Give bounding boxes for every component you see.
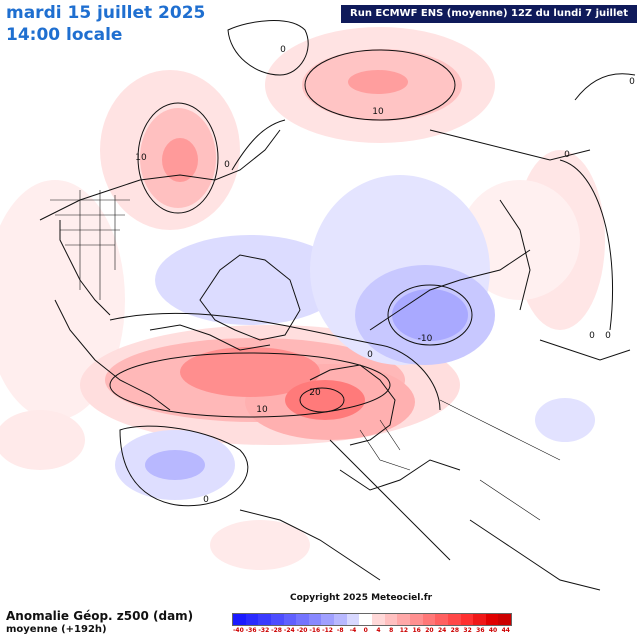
contour-label: 0 bbox=[367, 350, 373, 360]
legend-swatch bbox=[321, 614, 335, 625]
legend-tick-label: -36 bbox=[245, 627, 257, 634]
contour-label: -10 bbox=[418, 334, 433, 344]
contour-label: 0 bbox=[564, 150, 570, 160]
contour-label: 0 bbox=[280, 45, 286, 55]
legend-swatch bbox=[270, 614, 284, 625]
legend-tick-label: -24 bbox=[283, 627, 295, 634]
color-legend: -40 -36 -32 -28 -24 -20 -16 -12 -8 -4 0 4 8 12 16 20 24 2… bbox=[232, 613, 512, 639]
contour-lines bbox=[109, 20, 636, 507]
contour-label: 0 bbox=[605, 331, 611, 341]
legend-swatch bbox=[397, 614, 410, 625]
legend-tick-label: 20 bbox=[425, 627, 434, 634]
legend-swatch bbox=[308, 614, 322, 625]
contour-label: 0 bbox=[203, 495, 209, 505]
legend-swatch bbox=[485, 614, 499, 625]
legend-swatch bbox=[283, 614, 297, 625]
legend-tick-label: -16 bbox=[309, 627, 321, 634]
legend-tick-label: 28 bbox=[450, 627, 460, 634]
anomaly-shading bbox=[0, 27, 605, 570]
legend-color-bar bbox=[232, 613, 512, 626]
legend-tick-label: -20 bbox=[296, 627, 308, 634]
legend-title: Anomalie Géop. z500 (dam) bbox=[6, 609, 194, 623]
coastlines bbox=[39, 129, 631, 591]
contour-label: 10 bbox=[372, 107, 384, 117]
contour-label: 0 bbox=[589, 331, 595, 341]
contour-label: 10 bbox=[135, 153, 147, 163]
legend-tick-label: 0 bbox=[363, 627, 368, 634]
legend-tick-labels: -40 -36 -32 -28 -24 -20 -16 -12 -8 -4 0 4 8 12 16 20 24 2… bbox=[232, 627, 512, 634]
legend-swatch bbox=[233, 614, 246, 625]
legend-tick-label: 16 bbox=[412, 627, 421, 634]
legend-swatch bbox=[372, 614, 385, 625]
legend-swatch bbox=[422, 614, 436, 625]
copyright: Copyright 2025 Meteociel.fr bbox=[290, 593, 433, 603]
legend-tick-label: 36 bbox=[476, 627, 485, 634]
legend-tick-label: 32 bbox=[463, 627, 472, 634]
legend-swatch bbox=[435, 614, 448, 625]
contour-label: 0 bbox=[224, 160, 230, 170]
legend-swatch bbox=[384, 614, 398, 625]
legend-tick-label: 12 bbox=[399, 627, 409, 634]
legend-tick-label: -8 bbox=[336, 627, 344, 634]
legend-tick-label: 8 bbox=[389, 627, 394, 634]
legend-tick-label: -32 bbox=[258, 627, 270, 634]
legend-swatch bbox=[409, 614, 423, 625]
legend-swatch bbox=[334, 614, 347, 625]
forecast-date: mardi 15 juillet 2025 bbox=[6, 3, 206, 23]
legend-swatch bbox=[258, 614, 271, 625]
legend-tick-label: -40 bbox=[232, 627, 244, 634]
legend-swatch bbox=[296, 614, 309, 625]
contour-label: 10 bbox=[256, 405, 268, 415]
legend-swatch bbox=[359, 614, 373, 625]
legend-tick-label: 40 bbox=[488, 627, 498, 634]
legend-tick-label: 44 bbox=[501, 627, 510, 634]
legend-swatch bbox=[498, 614, 512, 625]
legend-swatch bbox=[447, 614, 461, 625]
legend-tick-label: 24 bbox=[437, 627, 447, 634]
borders bbox=[50, 190, 561, 521]
legend-swatch bbox=[460, 614, 474, 625]
legend-tick-label: -28 bbox=[271, 627, 282, 634]
legend-tick-label: -12 bbox=[322, 627, 333, 634]
forecast-time: 14:00 locale bbox=[6, 25, 123, 45]
legend-swatch bbox=[473, 614, 486, 625]
contour-label: 0 bbox=[629, 77, 635, 87]
legend-swatch bbox=[245, 614, 259, 625]
legend-tick-label: -4 bbox=[349, 627, 357, 634]
contour-label: 20 bbox=[309, 388, 321, 398]
legend-subtitle: moyenne (+192h) bbox=[6, 624, 107, 635]
legend-swatch bbox=[346, 614, 360, 625]
run-info: Run ECMWF ENS (moyenne) 12Z du lundi 7 j… bbox=[341, 5, 637, 37]
legend-tick-label: 4 bbox=[376, 627, 381, 634]
